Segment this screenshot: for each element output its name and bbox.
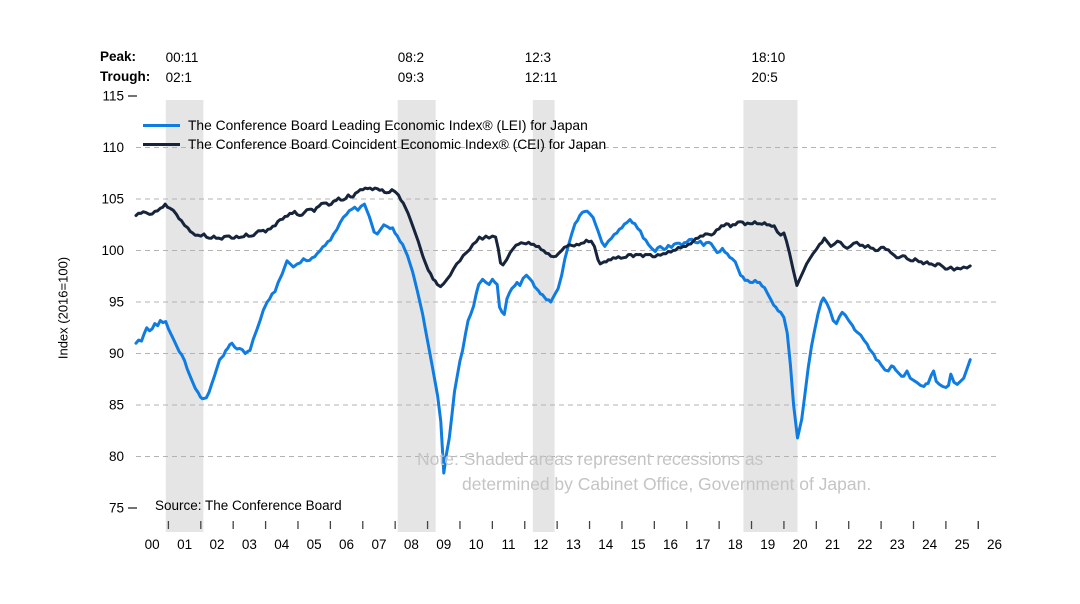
recession-peak-date: 18:10 (751, 50, 786, 65)
recession-trough-date: 20:5 (751, 70, 778, 85)
recession-band (165, 100, 204, 532)
y-tick-label: 80 (109, 449, 124, 464)
x-tick-label: 21 (825, 537, 840, 552)
recession-peak-date: 08:2 (397, 50, 424, 65)
x-tick-label: 12 (533, 537, 548, 552)
legend-item-cei: The Conference Board Coincident Economic… (143, 135, 606, 154)
cei-line-swatch-icon (143, 142, 180, 147)
x-tick-label: 20 (793, 537, 808, 552)
recession-note-line1: Note: Shaded areas represent recessions … (417, 449, 764, 469)
x-tick-label: 18 (728, 537, 743, 552)
recession-trough-date: 12:11 (524, 70, 558, 85)
source-credit: Source: The Conference Board (155, 498, 342, 513)
x-tick-label: 25 (955, 537, 970, 552)
x-tick-label: 04 (274, 537, 290, 552)
x-tick-label: 14 (598, 537, 614, 552)
series-line-cei (134, 186, 972, 289)
recession-band (397, 100, 436, 532)
x-tick-label: 11 (502, 537, 516, 552)
x-tick-label: 15 (631, 537, 646, 552)
lei-line-swatch-icon (143, 123, 180, 128)
recession-dates: 08:2 09:3 (398, 48, 424, 88)
legend-label-cei: The Conference Board Coincident Economic… (188, 137, 607, 152)
x-tick-label: 26 (987, 537, 1002, 552)
recession-dates: 18:10 20:5 (751, 48, 785, 88)
x-tick-label: 03 (242, 537, 257, 552)
x-tick-label: 01 (177, 537, 192, 552)
y-tick-label: 75 (109, 501, 124, 516)
trough-label: Trough: (100, 69, 151, 84)
recession-dates: 12:3 12:11 (525, 48, 558, 88)
y-tick-label: 115 (102, 89, 124, 104)
x-tick-label: 07 (371, 537, 386, 552)
recession-note-line2: determined by Cabinet Office, Government… (462, 473, 872, 494)
x-tick-label: 08 (404, 537, 419, 552)
x-tick-label: 06 (339, 537, 354, 552)
x-tick-label: 05 (307, 537, 322, 552)
y-tick-label: 90 (109, 346, 124, 361)
peak-label: Peak: (100, 49, 137, 64)
y-tick-label: 105 (101, 192, 124, 207)
recession-trough-date: 02:1 (165, 70, 192, 85)
y-tick-label: 95 (109, 295, 124, 310)
x-tick-label: 19 (760, 537, 775, 552)
x-tick-label: 16 (663, 537, 678, 552)
x-tick-label: 22 (857, 537, 872, 552)
x-tick-label: 17 (695, 537, 710, 552)
x-tick-label: 23 (890, 537, 905, 552)
recession-band (532, 100, 555, 532)
y-axis-title: Index (2016=100) (55, 256, 71, 360)
recession-note: Note: Shaded areas represent recessions … (417, 447, 871, 496)
x-tick-label: 09 (436, 537, 451, 552)
legend: The Conference Board Leading Economic In… (143, 116, 606, 154)
recession-dates: 00:11 02:1 (166, 48, 199, 88)
legend-item-lei: The Conference Board Leading Economic In… (143, 116, 606, 135)
recession-trough-date: 09:3 (397, 70, 424, 85)
y-tick-label: 85 (109, 398, 124, 413)
y-tick-label: 100 (101, 243, 124, 258)
x-tick-label: 02 (209, 537, 224, 552)
recession-peak-date: 00:11 (165, 50, 199, 65)
x-tick-label: 13 (566, 537, 581, 552)
x-tick-label: 24 (922, 537, 938, 552)
recession-peak-date: 12:3 (524, 50, 551, 65)
x-tick-label: 00 (145, 537, 160, 552)
recession-band (743, 100, 798, 532)
y-tick-label: 110 (102, 140, 124, 155)
legend-label-lei: The Conference Board Leading Economic In… (188, 118, 588, 133)
series-line-lei (134, 202, 972, 475)
x-tick-label: 10 (469, 537, 484, 552)
